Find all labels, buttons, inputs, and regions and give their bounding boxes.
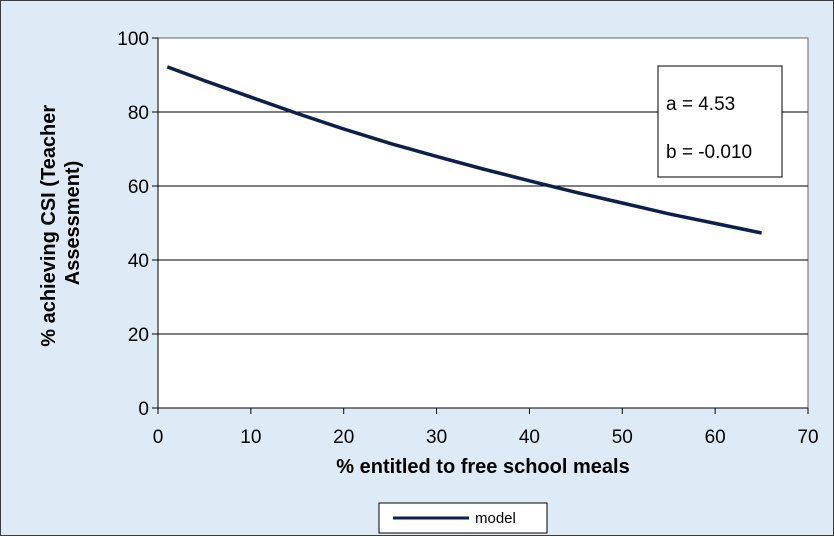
x-axis-title: % entitled to free school meals <box>336 456 629 478</box>
y-axis-title: % achieving CSI (Teacher Assessment) <box>38 99 84 347</box>
x-tick-label-3: 30 <box>426 427 447 448</box>
y-axis-title-line-1: % achieving CSI (Teacher <box>38 105 60 347</box>
x-tick-label-1: 10 <box>240 427 261 448</box>
y-tick-label-5: 100 <box>117 29 149 50</box>
y-axis-title-line-2: Assessment) <box>62 161 84 286</box>
y-tick-label-1: 20 <box>128 325 149 346</box>
x-tick-label-7: 70 <box>797 427 818 448</box>
x-tick-label-5: 50 <box>612 427 633 448</box>
tick-labels: 0 20 40 60 80 100 0 10 20 30 40 50 60 70 <box>117 29 818 448</box>
series-line-model <box>166 65 762 235</box>
legend-label-model: model <box>475 510 516 527</box>
x-tick-label-4: 40 <box>519 427 540 448</box>
series-layer <box>166 65 762 235</box>
y-tick-label-0: 0 <box>138 399 149 420</box>
axes <box>152 37 809 414</box>
annotation-box: a = 4.53 b = -0.010 <box>657 65 783 178</box>
legend: model <box>378 502 548 534</box>
annotation-b: b = -0.010 <box>666 142 752 163</box>
annotation-a: a = 4.53 <box>666 94 735 115</box>
y-tick-label-3: 60 <box>128 177 149 198</box>
y-tick-label-4: 80 <box>128 103 149 124</box>
grid-lines <box>158 111 808 335</box>
y-tick-label-2: 40 <box>128 251 149 272</box>
x-tick-label-6: 60 <box>705 427 726 448</box>
x-tick-label-2: 20 <box>333 427 354 448</box>
x-tick-label-0: 0 <box>153 427 164 448</box>
